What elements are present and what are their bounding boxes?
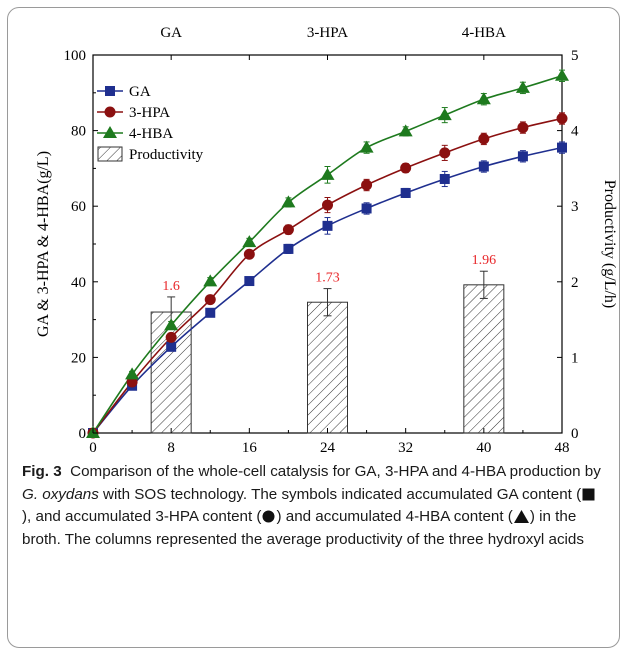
x-tick-label: 16 bbox=[242, 440, 258, 456]
x-tick-label: 24 bbox=[320, 440, 336, 456]
productivity-bar bbox=[307, 301, 348, 434]
data-point-ga bbox=[283, 243, 294, 254]
data-point-3-hpa bbox=[204, 294, 216, 306]
data-point-3-hpa bbox=[361, 179, 373, 191]
data-point-3-hpa bbox=[165, 331, 177, 343]
legend-marker-4-hba bbox=[103, 126, 117, 138]
caption-text-4: ) and accumulated 4-HBA content ( bbox=[276, 508, 513, 525]
data-point-4-hba bbox=[242, 235, 257, 248]
data-point-ga bbox=[166, 341, 177, 352]
triangle-symbol-icon bbox=[513, 510, 529, 524]
data-point-3-hpa bbox=[243, 248, 255, 260]
data-point-ga bbox=[205, 307, 216, 318]
y-tick-label: 80 bbox=[71, 124, 86, 140]
caption-fig-label: Fig. 3 bbox=[22, 463, 62, 480]
caption-text-1: Comparison of the whole-cell catalysis f… bbox=[70, 463, 601, 480]
top-axis-label: GA bbox=[160, 25, 182, 41]
x-tick-label: 0 bbox=[89, 440, 97, 456]
square-symbol-icon bbox=[582, 488, 595, 501]
figure-caption: Fig. 3 Comparison of the whole-cell cata… bbox=[22, 461, 602, 551]
data-point-4-hba bbox=[125, 367, 140, 380]
x-tick-label: 32 bbox=[398, 440, 413, 456]
data-point-4-hba bbox=[320, 167, 335, 180]
data-point-3-hpa bbox=[282, 224, 294, 236]
productivity-value-label: 1.73 bbox=[315, 271, 340, 286]
y-axis-title: GA & 3-HPA & 4-HBA(g/L) bbox=[35, 151, 52, 337]
productivity-bar bbox=[463, 284, 505, 434]
data-point-3-hpa bbox=[556, 113, 568, 125]
data-point-4-hba bbox=[359, 140, 374, 153]
data-point-ga bbox=[244, 276, 255, 287]
y2-tick-label: 4 bbox=[571, 124, 579, 140]
y-tick-label: 60 bbox=[71, 199, 86, 215]
data-point-ga bbox=[517, 151, 528, 162]
y-tick-label: 0 bbox=[79, 426, 87, 442]
data-point-3-hpa bbox=[517, 122, 529, 134]
data-point-3-hpa bbox=[478, 133, 490, 145]
x-tick-label: 48 bbox=[555, 440, 570, 456]
data-point-4-hba bbox=[555, 68, 569, 81]
caption-text-5: ) in the broth. The columns represented … bbox=[22, 508, 584, 548]
data-point-ga bbox=[361, 203, 372, 214]
y-tick-label: 20 bbox=[71, 350, 86, 366]
data-point-ga bbox=[400, 187, 411, 198]
data-point-ga bbox=[478, 161, 489, 172]
caption-organism: G. oxydans bbox=[22, 485, 99, 503]
y2-tick-label: 3 bbox=[571, 199, 579, 215]
legend-label-ga: GA bbox=[129, 84, 151, 100]
legend-marker-ga bbox=[105, 86, 115, 96]
legend-marker-3-hpa bbox=[104, 106, 116, 118]
data-point-ga bbox=[557, 142, 567, 153]
x-tick-label: 8 bbox=[167, 440, 175, 456]
legend-swatch-productivity bbox=[97, 146, 123, 162]
data-point-4-hba bbox=[281, 195, 296, 208]
productivity-value-label: 1.6 bbox=[162, 279, 180, 294]
legend-label-4-hba: 4-HBA bbox=[129, 126, 173, 142]
y-tick-label: 100 bbox=[64, 48, 87, 64]
data-point-4-hba bbox=[515, 80, 530, 93]
y-tick-label: 40 bbox=[71, 275, 86, 291]
data-point-4-hba bbox=[164, 318, 179, 331]
data-point-4-hba bbox=[476, 92, 491, 105]
data-point-4-hba bbox=[437, 108, 452, 121]
data-point-4-hba bbox=[398, 124, 413, 137]
y2-tick-label: 0 bbox=[571, 426, 579, 442]
circle-symbol-icon bbox=[262, 510, 275, 523]
top-axis-label: 4-HBA bbox=[462, 25, 506, 41]
data-point-4-hba bbox=[203, 274, 218, 287]
top-axis-label: 3-HPA bbox=[307, 25, 348, 41]
y2-tick-label: 1 bbox=[571, 350, 579, 366]
data-point-3-hpa bbox=[322, 199, 333, 211]
y2-tick-label: 2 bbox=[571, 275, 579, 291]
data-point-3-hpa bbox=[400, 162, 412, 174]
caption-text-2: with SOS technology. The symbols indicat… bbox=[98, 485, 582, 503]
y2-axis-title: Productivity (g/L/h) bbox=[601, 180, 618, 308]
data-point-3-hpa bbox=[439, 147, 451, 159]
data-point-ga bbox=[322, 220, 333, 231]
caption-text-3: ), and accumulated 3-HPA content ( bbox=[22, 508, 262, 525]
legend-label-3-hpa: 3-HPA bbox=[129, 105, 170, 121]
data-point-ga bbox=[439, 173, 450, 184]
legend-label-productivity: Productivity bbox=[129, 147, 204, 163]
productivity-value-label: 1.96 bbox=[472, 253, 497, 268]
x-axis-title: Time (h) bbox=[300, 458, 356, 460]
y2-tick-label: 5 bbox=[571, 48, 579, 64]
x-tick-label: 40 bbox=[476, 440, 491, 456]
